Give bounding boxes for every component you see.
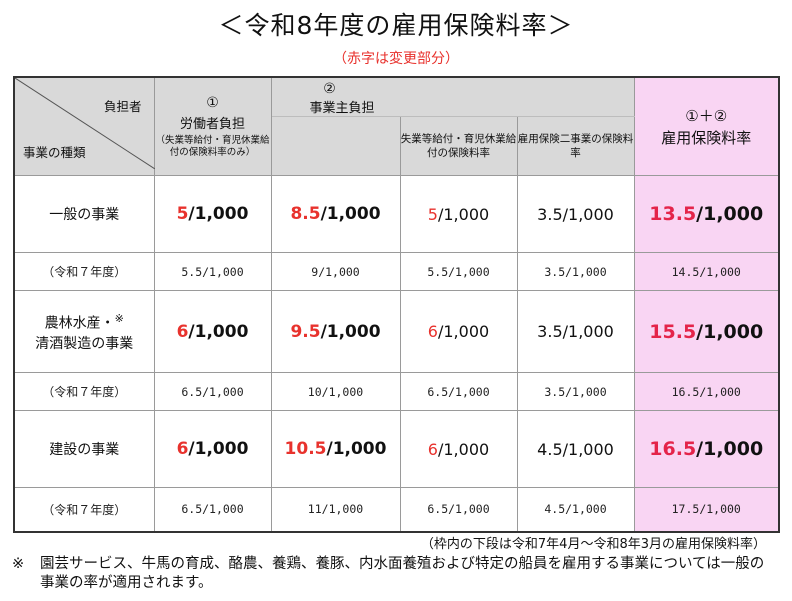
prev-total-rate: 16.5/1,000 [633, 372, 780, 411]
prev-worker-rate: 6.5/1,000 [153, 372, 272, 411]
total-rate-den: /1,000 [696, 320, 764, 343]
prev-year-label: （令和７年度） [13, 372, 155, 411]
category-label: 一般の事業 [49, 206, 120, 223]
employer-benefit-den: /1,000 [437, 439, 490, 459]
employer-benefit-num: 5 [427, 204, 438, 224]
worker-rate-cell: 5/1,000 [153, 175, 272, 253]
corner-diagonal [15, 78, 155, 169]
two-business-header: 雇用保険二事業の保険料率 [516, 116, 635, 176]
employer-benefit-header: 失業等給付・育児休業給付の保険料率 [399, 116, 518, 176]
employer-header-label: 事業主負担 [309, 101, 375, 116]
employer-rate-cell: 10.5/1,000 [270, 410, 401, 488]
worker-header-label: 労働者負担 [179, 116, 245, 132]
employer-rate-num: 10.5 [284, 439, 327, 459]
table-row: （令和７年度） 6.5/1,000 11/1,000 6.5/1,000 4.5… [13, 487, 780, 533]
total-rate-cell: 16.5/1,000 [633, 410, 780, 488]
category-footnote-mark: ※ [114, 312, 124, 326]
employer-rate-den: /1,000 [320, 321, 381, 342]
employer-benefit-den: /1,000 [437, 322, 490, 341]
employer-header-num: ② [323, 81, 336, 97]
employer-benefit-cell: 5/1,000 [399, 175, 518, 253]
worker-header-num: ① [206, 94, 219, 111]
total-rate-header: ①＋② 雇用保険料率 [633, 76, 780, 176]
employer-benefit-num: 6 [427, 439, 438, 459]
employer-rate-den: /1,000 [320, 204, 381, 224]
page-title: ＜令和8年度の雇用保険料率＞ [218, 11, 574, 40]
employer-rate-den: /1,000 [326, 439, 387, 459]
prev-two-business: 4.5/1,000 [516, 487, 635, 533]
employer-rate-cell: 8.5/1,000 [270, 175, 401, 253]
worker-rate-den: /1,000 [188, 439, 249, 459]
prev-employer-benefit: 6.5/1,000 [399, 372, 518, 411]
worker-rate-den: /1,000 [188, 321, 249, 342]
prev-two-business: 3.5/1,000 [516, 372, 635, 411]
prev-total-rate: 14.5/1,000 [633, 252, 780, 291]
employer-share-header: ② 事業主負担 [270, 76, 635, 117]
table-row: 建設の事業 6/1,000 10.5/1,000 6/1,000 4.5/1,0… [13, 410, 780, 488]
worker-rate-cell: 6/1,000 [153, 290, 272, 373]
employer-rate-cell: 9.5/1,000 [270, 290, 401, 373]
table-row: 農林水産・※ 清酒製造の事業 6/1,000 9.5/1,000 6/1,000… [13, 290, 780, 373]
worker-rate-num: 5 [176, 204, 189, 224]
employer-benefit-cell: 6/1,000 [399, 410, 518, 488]
total-rate-den: /1,000 [696, 438, 764, 460]
prev-worker-rate: 6.5/1,000 [153, 487, 272, 533]
category-label-line1: 農林水産・ [44, 315, 115, 332]
two-business-value: 3.5/1,000 [537, 204, 614, 224]
worker-rate-den: /1,000 [188, 204, 249, 224]
applicability-footnote: ※ 園芸サービス、牛馬の育成、酪農、養鶏、養豚、内水面養殖および特定の船員を雇用… [12, 555, 770, 593]
employer-rate-num: 8.5 [290, 204, 321, 224]
total-rate-num: 13.5 [649, 203, 697, 225]
footnote-mark: ※ [12, 556, 25, 572]
worker-share-header: ① 労働者負担 （失業等給付・育児休業給付の保険料率のみ） [153, 76, 272, 176]
total-rate-cell: 15.5/1,000 [633, 290, 780, 373]
table-row: （令和７年度） 6.5/1,000 10/1,000 6.5/1,000 3.5… [13, 372, 780, 411]
footnote-text: 園芸サービス、牛馬の育成、酪農、養鶏、養豚、内水面養殖および特定の船員を雇用する… [40, 556, 765, 591]
two-business-cell: 4.5/1,000 [516, 410, 635, 488]
total-rate-num: 15.5 [649, 320, 697, 343]
prev-year-label: （令和７年度） [13, 487, 155, 533]
total-header-formula: ①＋② [685, 106, 728, 125]
period-footnote: （枠内の下段は令和7年4月～令和8年3月の雇用保険料率） [420, 537, 766, 552]
table-row: （令和７年度） 5.5/1,000 9/1,000 5.5/1,000 3.5/… [13, 252, 780, 291]
table-row: 一般の事業 5/1,000 8.5/1,000 5/1,000 3.5/1,00… [13, 175, 780, 253]
prev-employer-benefit: 5.5/1,000 [399, 252, 518, 291]
two-business-value: 4.5/1,000 [537, 439, 614, 459]
page-subtitle: （赤字は変更部分） [333, 51, 459, 67]
prev-employer-benefit: 6.5/1,000 [399, 487, 518, 533]
total-rate-cell: 13.5/1,000 [633, 175, 780, 253]
prev-employer-rate: 11/1,000 [270, 487, 401, 533]
category-label-line2: 清酒製造の事業 [35, 335, 134, 352]
total-rate-num: 16.5 [649, 438, 697, 460]
prev-two-business: 3.5/1,000 [516, 252, 635, 291]
two-business-value: 3.5/1,000 [537, 322, 614, 341]
corner-payer-label: 負担者 [103, 99, 142, 114]
prev-year-label: （令和７年度） [13, 252, 155, 291]
worker-rate-num: 6 [176, 321, 189, 342]
employer-header-sub-blank [270, 116, 401, 176]
prev-worker-rate: 5.5/1,000 [153, 252, 272, 291]
prev-employer-rate: 10/1,000 [270, 372, 401, 411]
two-business-cell: 3.5/1,000 [516, 175, 635, 253]
corner-kind-label: 事業の種類 [23, 145, 86, 160]
employer-rate-num: 9.5 [290, 321, 321, 342]
insurance-rate-table: 負担者 事業の種類 ① 労働者負担 （失業等給付・育児休業給付の保険料率のみ） … [13, 76, 780, 533]
category-cell: 建設の事業 [13, 410, 155, 488]
table-corner-header: 負担者 事業の種類 [13, 76, 155, 176]
employer-benefit-cell: 6/1,000 [399, 290, 518, 373]
prev-employer-rate: 9/1,000 [270, 252, 401, 291]
category-cell: 農林水産・※ 清酒製造の事業 [13, 290, 155, 373]
employer-benefit-den: /1,000 [437, 204, 490, 224]
employer-benefit-num: 6 [427, 322, 438, 341]
category-cell: 一般の事業 [13, 175, 155, 253]
total-header-label: 雇用保険料率 [661, 128, 752, 147]
two-business-cell: 3.5/1,000 [516, 290, 635, 373]
prev-total-rate: 17.5/1,000 [633, 487, 780, 533]
total-rate-den: /1,000 [696, 203, 764, 225]
worker-rate-num: 6 [176, 439, 189, 459]
category-label: 建設の事業 [49, 441, 120, 458]
worker-rate-cell: 6/1,000 [153, 410, 272, 488]
worker-header-note: （失業等給付・育児休業給付の保険料率のみ） [155, 134, 270, 158]
